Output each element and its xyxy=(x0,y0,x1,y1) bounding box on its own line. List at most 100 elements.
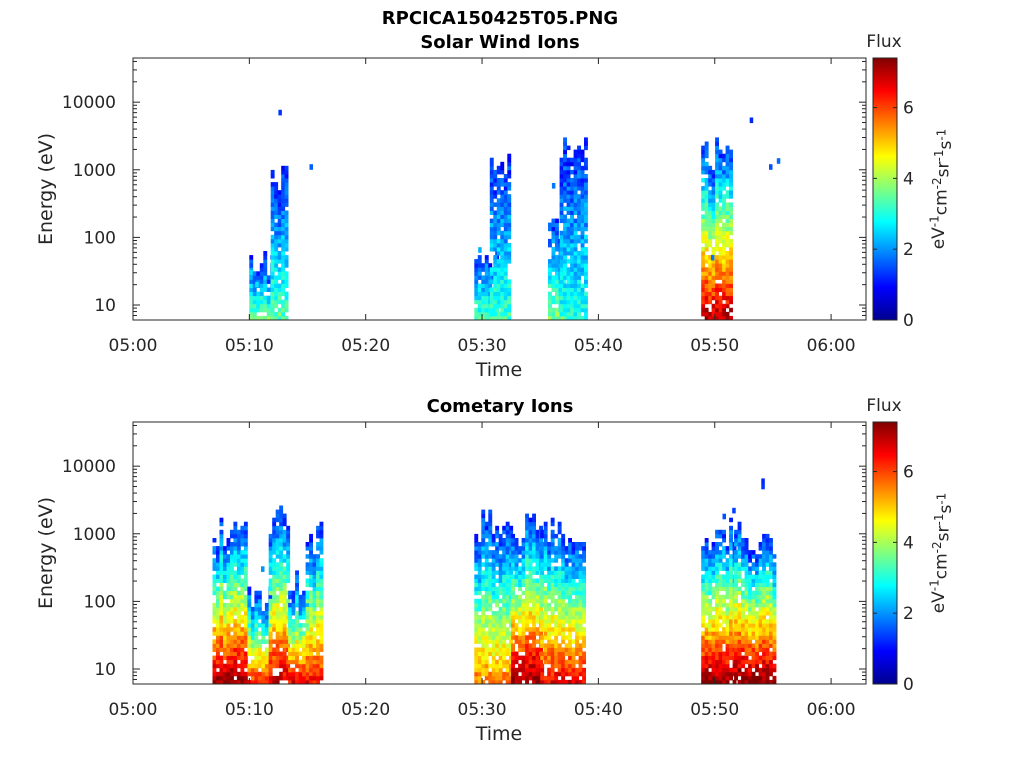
heatmap-cell xyxy=(555,255,559,260)
heatmap-cell xyxy=(729,161,733,167)
heatmap-cell xyxy=(233,667,238,673)
heatmap-cell xyxy=(477,267,482,272)
heatmap-cell xyxy=(741,554,745,559)
heatmap-cell xyxy=(715,295,719,301)
heatmap-cell xyxy=(718,554,723,559)
heatmap-cell xyxy=(279,615,284,620)
heatmap-cell xyxy=(580,186,585,191)
heatmap-cell xyxy=(540,619,545,624)
heatmap-cell xyxy=(559,190,564,195)
heatmap-cell xyxy=(282,631,287,636)
heatmap-cell xyxy=(584,255,588,260)
heatmap-cell xyxy=(291,679,296,685)
heatmap-cell xyxy=(474,647,479,652)
heatmap-cell xyxy=(488,574,493,579)
heatmap-cell xyxy=(722,315,726,321)
heatmap-cell xyxy=(502,546,507,551)
heatmap-cell xyxy=(305,598,310,604)
heatmap-cell xyxy=(762,663,766,669)
heatmap-cell xyxy=(701,218,706,224)
heatmap-cell xyxy=(561,554,566,559)
heatmap-cell xyxy=(230,546,234,551)
heatmap-cell xyxy=(711,214,716,219)
heatmap-cell xyxy=(570,206,574,211)
heatmap-cell xyxy=(319,619,324,624)
heatmap-cell xyxy=(521,606,526,612)
heatmap-cell xyxy=(223,635,227,640)
heatmap-cell xyxy=(568,651,572,656)
heatmap-cell xyxy=(477,663,482,669)
heatmap-cell xyxy=(568,659,572,665)
heatmap-cell xyxy=(511,566,515,571)
heatmap-cell xyxy=(295,586,299,592)
heatmap-cell xyxy=(532,615,536,620)
heatmap-cell xyxy=(521,570,526,575)
heatmap-cell xyxy=(219,542,224,547)
heatmap-cell xyxy=(259,263,264,268)
heatmap-cell xyxy=(503,238,508,244)
heatmap-cell xyxy=(548,291,552,297)
heatmap-cell xyxy=(216,627,220,632)
heatmap-cell xyxy=(233,574,238,579)
heatmap-cell xyxy=(474,586,479,592)
heatmap-cell xyxy=(309,675,313,681)
heatmap-cell xyxy=(233,529,238,535)
heatmap-cell xyxy=(284,275,289,280)
heatmap-cell xyxy=(282,675,287,681)
heatmap-cell xyxy=(561,679,566,685)
heatmap-cell xyxy=(543,554,548,559)
heatmap-cell xyxy=(584,206,588,211)
heatmap-cell xyxy=(282,574,287,579)
heatmap-cell xyxy=(219,639,224,644)
heatmap-cell xyxy=(568,582,572,588)
heatmap-cell xyxy=(708,655,713,661)
heatmap-cell xyxy=(540,590,545,596)
heatmap-cell xyxy=(498,566,503,571)
heatmap-cell xyxy=(270,222,275,228)
heatmap-cell xyxy=(243,525,248,531)
heatmap-cell xyxy=(571,566,576,571)
heatmap-cell xyxy=(223,562,227,567)
heatmap-cell xyxy=(568,590,572,596)
heatmap-cell xyxy=(570,307,574,313)
heatmap-cell xyxy=(477,627,482,632)
heatmap-cell xyxy=(274,267,279,272)
heatmap-cell xyxy=(233,619,238,624)
heatmap-cell xyxy=(247,623,252,628)
heatmap-cell xyxy=(547,639,552,644)
heatmap-cell xyxy=(701,631,706,636)
heatmap-cell xyxy=(577,214,581,219)
heatmap-cell xyxy=(521,631,526,636)
heatmap-cell xyxy=(566,287,571,292)
heatmap-cell xyxy=(243,550,248,555)
x-tick-label: 05:00 xyxy=(109,336,158,356)
heatmap-cell xyxy=(765,611,770,616)
heatmap-cell xyxy=(557,667,562,673)
heatmap-cell xyxy=(725,267,730,272)
heatmap-cell xyxy=(312,615,317,620)
heatmap-cell xyxy=(582,558,586,563)
heatmap-cell xyxy=(507,153,512,159)
heatmap-cell xyxy=(496,299,501,305)
heatmap-cell xyxy=(751,550,756,555)
x-tick-label: 05:10 xyxy=(225,700,274,720)
heatmap-cell xyxy=(286,663,291,669)
heatmap-cell xyxy=(236,663,241,669)
heatmap-cell xyxy=(532,550,536,555)
heatmap-cell xyxy=(575,558,579,563)
heatmap-cell xyxy=(272,623,277,628)
heatmap-cell xyxy=(547,667,552,673)
heatmap-cell xyxy=(575,602,579,608)
heatmap-cell xyxy=(762,639,766,644)
heatmap-cell xyxy=(495,679,500,685)
heatmap-cell xyxy=(765,651,770,656)
heatmap-cell xyxy=(715,234,719,240)
heatmap-cell xyxy=(212,578,217,583)
heatmap-cell xyxy=(708,238,713,244)
heatmap-cell xyxy=(505,635,510,640)
heatmap-cell xyxy=(540,542,545,547)
heatmap-cell xyxy=(762,570,766,575)
heatmap-cell xyxy=(312,623,317,628)
heatmap-cell xyxy=(718,631,723,636)
heatmap-cell xyxy=(233,651,238,656)
